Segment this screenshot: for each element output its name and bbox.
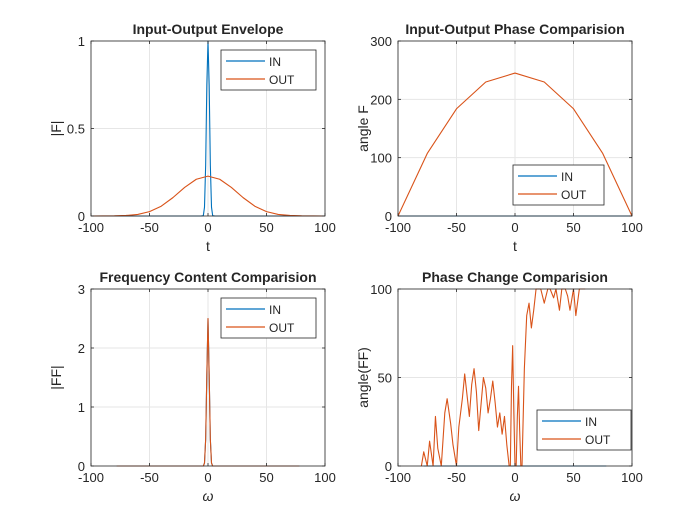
y-tick-label: 0	[78, 209, 85, 224]
x-tick-label: -50	[140, 470, 159, 485]
x-tick-label: 100	[314, 220, 336, 235]
x-tick-label: 100	[621, 220, 643, 235]
y-tick-label: 50	[378, 371, 392, 386]
y-axis-label: |FF|	[48, 365, 64, 389]
legend-box	[512, 164, 605, 206]
x-tick-label: -100	[78, 220, 104, 235]
y-tick-label: 0	[385, 209, 392, 224]
x-tick-label: 50	[259, 470, 273, 485]
y-tick-label: 0	[78, 459, 85, 474]
chart-title: Input-Output Phase Comparision	[405, 21, 624, 37]
legend-label: OUT	[585, 433, 611, 447]
chart-panel-4: -100 -50 0 50 100 0 50 100 Phase Change Comparis…	[355, 269, 643, 504]
series-line-out	[398, 72, 632, 217]
legend-label: IN	[269, 303, 281, 317]
legend: IN OUT	[536, 409, 632, 451]
y-tick-label: 300	[370, 34, 392, 49]
x-tick-label: -50	[140, 220, 159, 235]
legend: IN OUT	[220, 49, 317, 91]
x-tick-label: -100	[385, 470, 411, 485]
x-tick-label: -50	[447, 220, 466, 235]
x-tick-label: -100	[385, 220, 411, 235]
x-tick-label: 0	[204, 220, 211, 235]
y-tick-label: 1	[78, 400, 85, 415]
legend-box	[220, 49, 317, 91]
x-axis-label: t	[513, 238, 517, 254]
x-tick-label: 50	[566, 220, 580, 235]
chart-panel-3: -100 -50 0 50 100 0 1 2 3 Frequency Content Compa…	[48, 269, 336, 504]
chart-panel-2: -100 -50 0 50 100 0 100 200 300 Input-Output Phas…	[355, 21, 643, 254]
series-line-out	[91, 175, 325, 217]
y-tick-label: 2	[78, 341, 85, 356]
legend-label: IN	[585, 415, 597, 429]
chart-panel-1: -100 -50 0 50 100 0 0.5 1 Input-Output Envelope t…	[48, 21, 336, 254]
x-tick-label: -100	[78, 470, 104, 485]
y-tick-label: 1	[78, 34, 85, 49]
y-axis-label: angle F	[355, 105, 371, 152]
y-tick-label: 3	[78, 282, 85, 297]
legend-label: IN	[269, 55, 281, 69]
chart-title: Input-Output Envelope	[133, 21, 284, 37]
x-tick-label: 100	[314, 470, 336, 485]
x-tick-label: 0	[511, 470, 518, 485]
legend-label: OUT	[269, 321, 295, 335]
legend-label: OUT	[269, 73, 295, 87]
chart-title: Frequency Content Comparision	[99, 269, 316, 285]
legend: IN OUT	[512, 164, 605, 206]
y-axis-label: |F|	[48, 121, 64, 137]
legend: IN OUT	[220, 297, 317, 339]
x-tick-label: -50	[447, 470, 466, 485]
series-line-out	[116, 317, 300, 467]
x-tick-label: 50	[259, 220, 273, 235]
x-tick-label: 50	[566, 470, 580, 485]
y-tick-label: 100	[370, 282, 392, 297]
legend-label: IN	[561, 170, 573, 184]
legend-label: OUT	[561, 188, 587, 202]
x-axis-label: ω	[510, 488, 521, 504]
x-tick-label: 100	[621, 470, 643, 485]
y-tick-label: 100	[370, 151, 392, 166]
x-tick-label: 0	[511, 220, 518, 235]
legend-box	[536, 409, 632, 451]
x-tick-label: 0	[204, 470, 211, 485]
y-tick-label: 0	[385, 459, 392, 474]
y-tick-label: 0.5	[67, 122, 85, 137]
y-axis-label: angle(FF)	[355, 347, 371, 408]
chart-title: Phase Change Comparision	[422, 269, 608, 285]
x-axis-label: t	[206, 238, 210, 254]
x-axis-label: ω	[203, 488, 214, 504]
legend-box	[220, 297, 317, 339]
y-tick-label: 200	[370, 92, 392, 107]
